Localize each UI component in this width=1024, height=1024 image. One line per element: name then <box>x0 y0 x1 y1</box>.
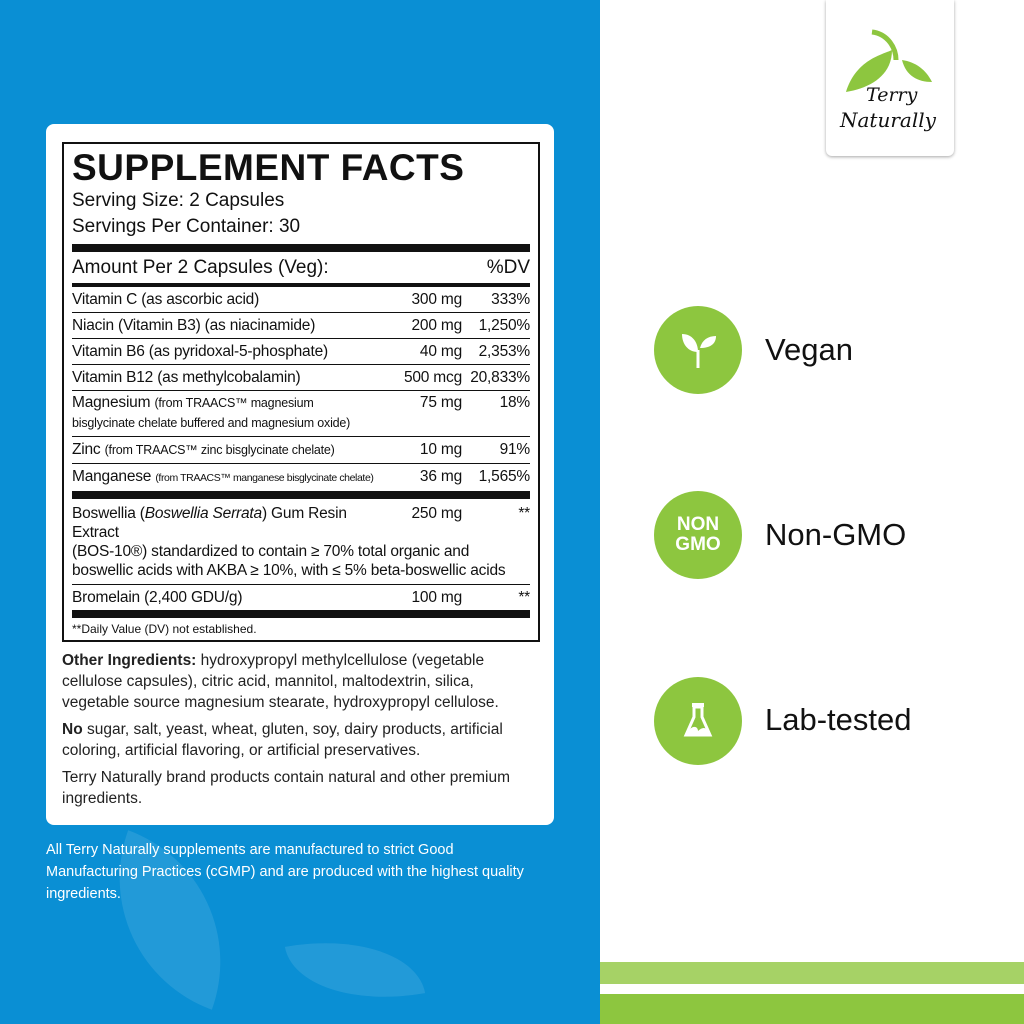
nutrient-name: Niacin (Vitamin B3) (as niacinamide) <box>72 317 316 334</box>
nutrient-amount: 36 mg <box>419 468 462 485</box>
footnote: **Daily Value (DV) not established. <box>72 622 257 636</box>
sprout-icon <box>682 334 716 368</box>
leaf-logo-icon <box>846 29 932 92</box>
table-row: Magnesium (from TRAACS™ magnesium bisgly… <box>72 391 530 437</box>
nutrient-dv: 91% <box>499 441 531 458</box>
nutrient-detail: (from TRAACS™ zinc bisglycinate chelate) <box>104 443 335 457</box>
free-from-text: sugar, salt, yeast, wheat, gluten, soy, … <box>62 721 503 759</box>
left-blue-panel: SUPPLEMENT FACTS Serving Size: 2 Capsule… <box>0 0 600 1024</box>
nutrient-amount: 200 mg <box>411 317 463 334</box>
non-gmo-label: Non-GMO <box>765 517 907 552</box>
decorative-stripes <box>600 962 1024 1024</box>
logo-text-terry: Terry <box>866 84 918 106</box>
brand-note: Terry Naturally brand products contain n… <box>62 769 511 807</box>
nutrient-dv: 1,565% <box>478 468 531 485</box>
table-row: Vitamin C (as ascorbic acid) 300 mg 333% <box>72 287 530 313</box>
nutrient-amount: 300 mg <box>411 291 463 308</box>
nutrient-name: Magnesium <box>72 394 151 411</box>
non-gmo-icon-text: NON <box>676 514 720 535</box>
lab-flask-icon <box>683 703 713 737</box>
nutrient-amount: 250 mg <box>411 505 463 522</box>
non-gmo-icon: NON GMO <box>654 491 742 579</box>
nutrient-amount: 40 mg <box>419 343 462 360</box>
facts-title: SUPPLEMENT FACTS <box>72 147 465 188</box>
decorative-leaf <box>284 924 426 1016</box>
table-row: Manganese (from TRAACS™ manganese bisgly… <box>72 464 530 499</box>
divider <box>72 244 530 252</box>
brand-logo: Terry Naturally <box>826 0 954 156</box>
cgmp-statement: All Terry Naturally supplements are manu… <box>46 842 524 902</box>
nutrient-detail: (from TRAACS™ manganese bisglycinate che… <box>155 472 374 484</box>
no-label: No <box>62 721 83 738</box>
boswellia-detail: (BOS-10®) standardized to contain ≥ 70% … <box>72 543 506 579</box>
servings-per-container: Servings Per Container: 30 <box>72 216 301 237</box>
nutrient-amount: 500 mcg <box>403 369 462 386</box>
table-row: Vitamin B6 (as pyridoxal-5-phosphate) 40 … <box>72 339 530 365</box>
nutrient-amount: 75 mg <box>419 394 462 411</box>
nutrient-dv: ** <box>518 505 530 522</box>
nutrient-dv: 333% <box>491 291 530 308</box>
supplement-facts-card: SUPPLEMENT FACTS Serving Size: 2 Capsule… <box>46 124 554 825</box>
boswellia-latin-name: Boswellia Serrata <box>144 505 262 522</box>
lab-tested-badge <box>654 677 742 765</box>
nutrient-detail: (from TRAACS™ magnesium bisglycinate che… <box>72 396 351 430</box>
ingredients-section: Other Ingredients: hydroxypropyl methylc… <box>62 650 538 809</box>
lab-tested-label: Lab-tested <box>765 702 912 737</box>
amount-header: Amount Per 2 Capsules (Veg): <box>72 257 329 278</box>
nutrient-dv: ** <box>518 589 530 606</box>
nutrient-name: Vitamin C (as ascorbic acid) <box>72 291 260 308</box>
nutrient-dv: 18% <box>499 394 531 411</box>
table-row: Niacin (Vitamin B3) (as niacinamide) 200 … <box>72 313 530 339</box>
dv-header: %DV <box>486 257 530 278</box>
other-ingredients-label: Other Ingredients: <box>62 652 197 669</box>
nutrient-dv: 20,833% <box>470 369 530 386</box>
nutrient-amount: 10 mg <box>419 441 462 458</box>
other-ingredients-text: hydroxypropyl methylcellulose (vegetable… <box>62 652 499 711</box>
nutrient-amount: 100 mg <box>411 589 463 606</box>
nutrient-name: Vitamin B12 (as methylcobalamin) <box>72 369 301 386</box>
table-row: Bromelain (2,400 GDU/g) 100 mg ** <box>72 585 530 618</box>
serving-size: Serving Size: 2 Capsules <box>72 190 285 211</box>
nutrient-name: Vitamin B6 (as pyridoxal-5-phosphate) <box>72 343 328 360</box>
non-gmo-icon-text: GMO <box>675 534 721 555</box>
table-row-boswellia: Boswellia (Boswellia Serrata) Gum Resin … <box>72 499 530 585</box>
amount-header-row: Amount Per 2 Capsules (Veg): %DV <box>72 252 530 287</box>
vegan-badge <box>654 306 742 394</box>
nutrient-name: Manganese <box>72 468 152 485</box>
supplement-facts-panel: SUPPLEMENT FACTS Serving Size: 2 Capsule… <box>62 142 540 642</box>
boswellia-name: Boswellia ( <box>72 505 145 522</box>
table-row: Zinc (from TRAACS™ zinc bisglycinate che… <box>72 437 530 464</box>
nutrient-name: Bromelain (2,400 GDU/g) <box>72 589 243 606</box>
logo-text-naturally: Naturally <box>840 108 936 132</box>
nutrient-dv: 1,250% <box>478 317 531 334</box>
boswellia-name-suffix: ) Gum Resin Extract <box>72 505 347 541</box>
vegan-label: Vegan <box>765 332 853 367</box>
table-row: Vitamin B12 (as methylcobalamin) 500 mcg 2… <box>72 365 530 391</box>
nutrient-name: Zinc <box>72 441 101 458</box>
nutrient-dv: 2,353% <box>478 343 531 360</box>
